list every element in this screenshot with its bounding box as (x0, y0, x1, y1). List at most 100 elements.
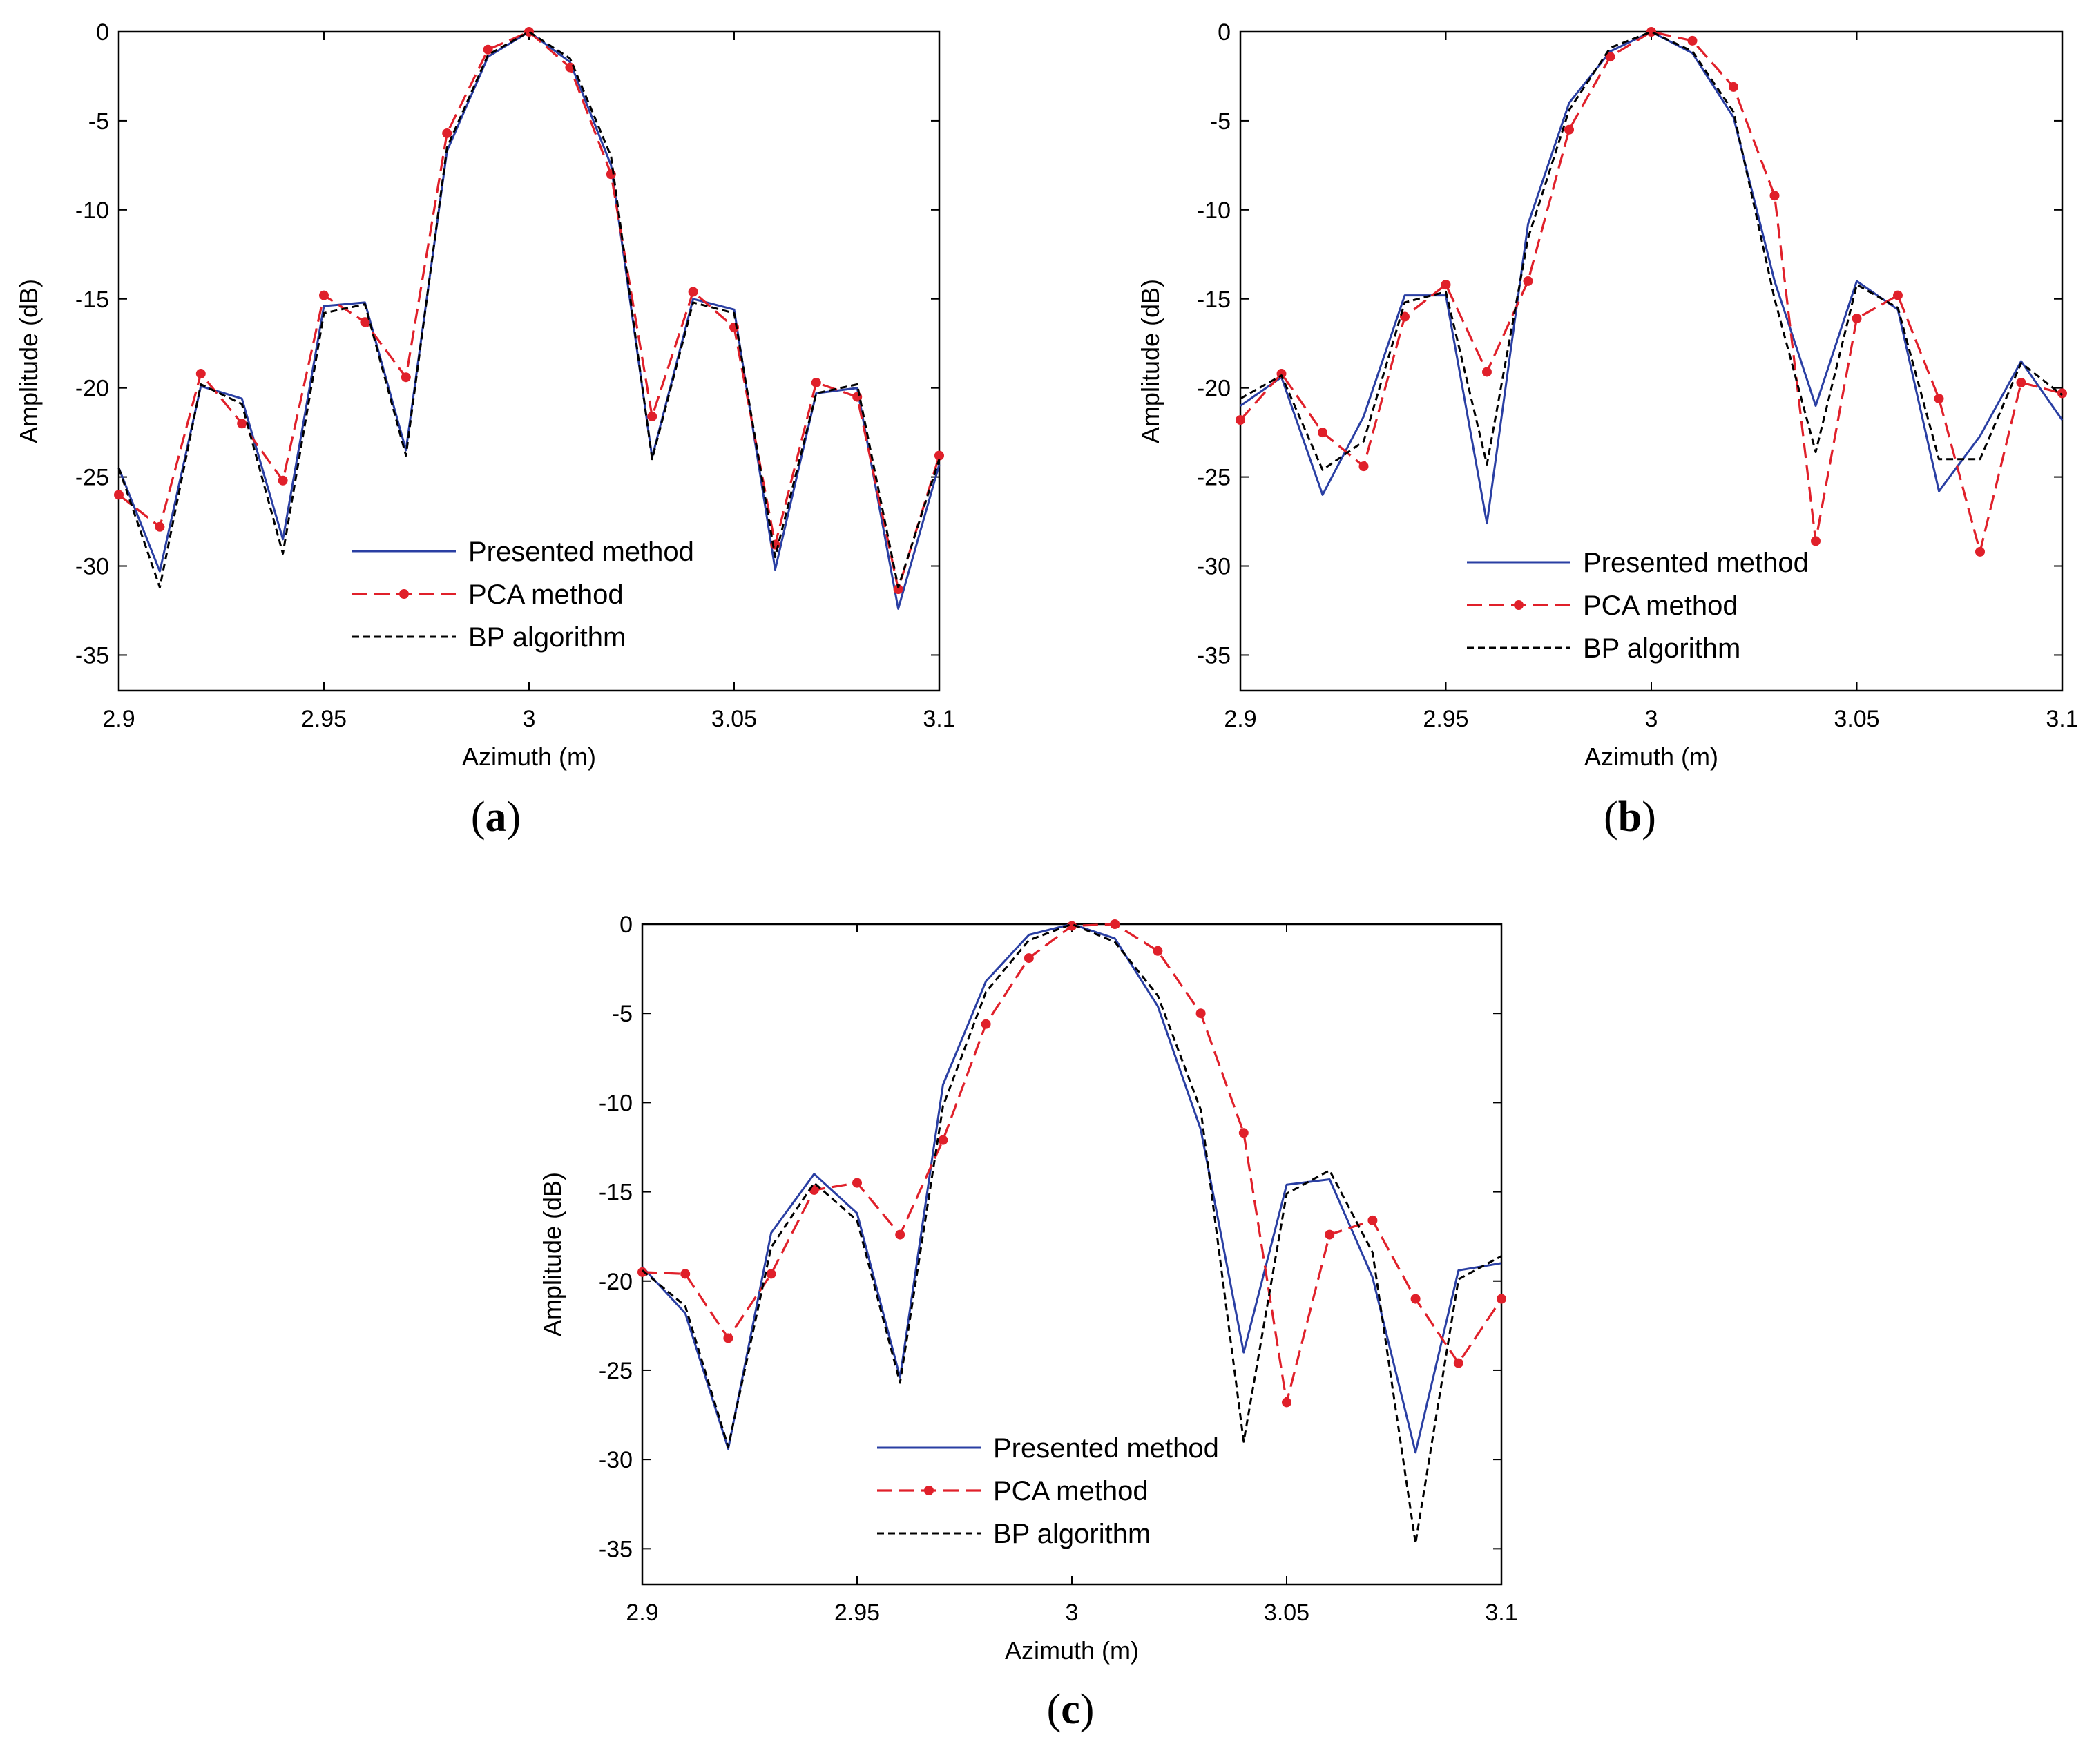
legend-label: BP algorithm (468, 622, 626, 653)
data-point (1687, 35, 1698, 46)
data-point (1410, 1294, 1421, 1304)
y-tick-label: -5 (1210, 108, 1231, 135)
x-tick-label: 2.95 (301, 706, 347, 732)
data-point (319, 290, 329, 300)
y-tick-label: -5 (612, 1001, 633, 1027)
data-point (723, 1333, 733, 1343)
series-line-presented-method (117, 30, 941, 610)
data-point (688, 287, 698, 297)
data-point (680, 1269, 691, 1279)
data-point (442, 128, 452, 138)
y-tick-label: -20 (75, 376, 109, 402)
data-point (852, 1178, 862, 1188)
y-tick-label: -25 (75, 465, 109, 491)
x-tick-label: 3.1 (923, 706, 955, 732)
data-point (1975, 546, 1985, 557)
legend-marker (399, 589, 409, 599)
y-tick-label: 0 (1218, 19, 1231, 46)
data-point (2057, 388, 2067, 399)
data-point (647, 411, 657, 421)
x-tick-label: 2.95 (834, 1600, 880, 1626)
data-point (401, 372, 411, 383)
y-tick-label: -25 (1197, 465, 1231, 491)
panel-b: 2.9 2.95 3 3.05 3.1 0 -5 -10 -15 -20 -25 -30 -35 Azim… (1136, 19, 2079, 841)
y-tick-label: -30 (75, 554, 109, 580)
data-point (1497, 1294, 1506, 1304)
data-point (938, 1135, 948, 1145)
y-tick-label: -15 (599, 1180, 633, 1206)
x-tick-label: 3.05 (1264, 1600, 1309, 1626)
data-point (1564, 124, 1574, 135)
x-tick-label: 3.1 (2046, 706, 2078, 732)
data-point (1769, 191, 1780, 201)
series-line-presented-method (1240, 30, 2064, 525)
legend-label: Presented method (993, 1433, 1219, 1464)
data-point (114, 490, 124, 500)
y-tick-label: -35 (599, 1536, 633, 1562)
data-point (637, 1267, 647, 1277)
panel-letter: b (1618, 794, 1642, 841)
data-point (1852, 314, 1862, 324)
data-point (893, 584, 903, 595)
data-point (483, 44, 493, 55)
legend-marker (1514, 600, 1524, 610)
series-line-bp-algorithm (1240, 30, 2063, 471)
data-point (895, 1229, 905, 1240)
y-tick-label: -10 (1197, 198, 1231, 224)
x-tick-label: 3 (523, 706, 536, 732)
data-point (1358, 461, 1369, 472)
series-line-bp-algorithm (117, 30, 941, 588)
panel-letter: c (1061, 1686, 1080, 1733)
series-line-bp-algorithm (642, 923, 1502, 1545)
series-line-presented-method (641, 923, 1502, 1454)
x-tick-label: 3 (1645, 706, 1658, 732)
data-point (2016, 377, 2026, 387)
x-tick-label: 3 (1066, 1600, 1079, 1626)
x-axis-label: Azimuth (m) (462, 742, 596, 771)
y-tick-label: -30 (1197, 554, 1231, 580)
x-tick-label: 2.9 (102, 706, 135, 732)
y-tick-label: -15 (1197, 287, 1231, 313)
series-line-pca-method (1239, 30, 2063, 553)
y-tick-label: 0 (96, 19, 109, 46)
x-tick-label: 2.9 (1224, 706, 1256, 732)
y-tick-label: -25 (599, 1358, 633, 1384)
x-tick-label: 2.95 (1423, 706, 1468, 732)
data-point (1282, 1397, 1291, 1408)
series-line-pca-method (118, 30, 941, 591)
y-tick-label: -10 (599, 1090, 633, 1116)
data-point (934, 450, 944, 461)
y-tick-label: -30 (599, 1447, 633, 1473)
legend-marker (924, 1486, 934, 1495)
x-tick-label: 3.1 (1485, 1600, 1517, 1626)
data-point (1453, 1358, 1463, 1368)
data-point (1811, 536, 1821, 546)
data-point (1024, 953, 1034, 964)
data-point (766, 1269, 776, 1279)
data-point (1400, 311, 1410, 322)
data-point (1893, 290, 1903, 300)
data-point (1729, 82, 1738, 92)
data-point (1367, 1215, 1378, 1225)
data-point (237, 419, 247, 429)
data-point (1646, 27, 1656, 37)
panel-letter: a (486, 794, 507, 841)
data-point (981, 1019, 991, 1029)
legend-label: BP algorithm (1583, 633, 1740, 664)
y-tick-label: -20 (599, 1269, 633, 1295)
panel-label: (c) (1047, 1686, 1095, 1733)
legend-label: BP algorithm (993, 1519, 1151, 1549)
data-point (278, 475, 288, 486)
legend-label: PCA method (1583, 591, 1738, 621)
data-point (1482, 367, 1492, 377)
y-tick-label: -35 (1197, 642, 1231, 669)
data-point (1441, 280, 1451, 290)
x-tick-label: 3.05 (711, 706, 757, 732)
data-point (1236, 415, 1245, 425)
panel-label: (b) (1604, 794, 1656, 841)
data-point (155, 521, 165, 532)
data-point (1110, 919, 1120, 929)
data-point (1067, 921, 1077, 931)
y-axis-label: Amplitude (dB) (15, 279, 43, 443)
